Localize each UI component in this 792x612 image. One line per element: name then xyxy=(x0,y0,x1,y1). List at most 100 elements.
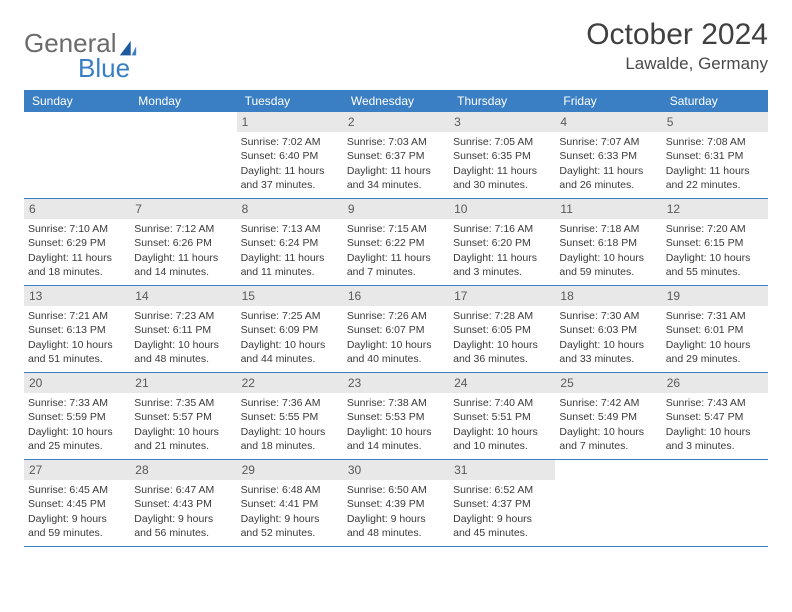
day-line: Daylight: 11 hours xyxy=(134,251,232,265)
day-body: Sunrise: 7:26 AMSunset: 6:07 PMDaylight:… xyxy=(347,309,445,366)
day-body: Sunrise: 7:08 AMSunset: 6:31 PMDaylight:… xyxy=(666,135,764,192)
day-line: Sunset: 6:29 PM xyxy=(28,236,126,250)
day-body: Sunrise: 7:02 AMSunset: 6:40 PMDaylight:… xyxy=(241,135,339,192)
day-cell: 8Sunrise: 7:13 AMSunset: 6:24 PMDaylight… xyxy=(237,199,343,285)
day-line: and 45 minutes. xyxy=(453,526,551,540)
day-line: Sunrise: 7:40 AM xyxy=(453,396,551,410)
day-line: Sunrise: 7:10 AM xyxy=(28,222,126,236)
day-line: Daylight: 11 hours xyxy=(241,251,339,265)
day-line: and 18 minutes. xyxy=(241,439,339,453)
day-line: Sunrise: 7:03 AM xyxy=(347,135,445,149)
day-line: Sunrise: 7:20 AM xyxy=(666,222,764,236)
day-line: Daylight: 11 hours xyxy=(347,251,445,265)
day-line: Sunset: 6:31 PM xyxy=(666,149,764,163)
day-number: 22 xyxy=(237,373,343,393)
day-cell: 7Sunrise: 7:12 AMSunset: 6:26 PMDaylight… xyxy=(130,199,236,285)
day-line: Sunset: 6:20 PM xyxy=(453,236,551,250)
day-number: 18 xyxy=(555,286,661,306)
day-number: 23 xyxy=(343,373,449,393)
day-body: Sunrise: 7:36 AMSunset: 5:55 PMDaylight:… xyxy=(241,396,339,453)
day-line: Sunrise: 7:16 AM xyxy=(453,222,551,236)
day-line: and 22 minutes. xyxy=(666,178,764,192)
day-number: 16 xyxy=(343,286,449,306)
day-line: Sunset: 6:24 PM xyxy=(241,236,339,250)
day-line: and 59 minutes. xyxy=(28,526,126,540)
day-line: Sunset: 6:26 PM xyxy=(134,236,232,250)
week-row: 20 Sunrise: 7:33 AMSunset: 5:59 PM Dayligh… xyxy=(24,373,768,460)
day-line: Daylight: 10 hours xyxy=(28,338,126,352)
day-line: Sunset: 5:53 PM xyxy=(347,410,445,424)
day-line: Sunrise: 6:48 AM xyxy=(241,483,339,497)
day-body: Sunrise: 7:43 AMSunset: 5:47 PMDaylight:… xyxy=(666,396,764,453)
day-line: Sunrise: 7:42 AM xyxy=(559,396,657,410)
weekday-mon: Monday xyxy=(130,90,236,112)
day-line: and 30 minutes. xyxy=(453,178,551,192)
day-cell: 26Sunrise: 7:43 AMSunset: 5:47 PMDayligh… xyxy=(662,373,768,459)
day-number: 7 xyxy=(130,199,236,219)
day-line: Daylight: 10 hours xyxy=(134,338,232,352)
day-body: Sunrise: 7:30 AMSunset: 6:03 PMDaylight:… xyxy=(559,309,657,366)
calendar: Sunday Monday Tuesday Wednesday Thursday… xyxy=(24,90,768,547)
day-number: 9 xyxy=(343,199,449,219)
day-line: Sunset: 5:49 PM xyxy=(559,410,657,424)
day-line: and 25 minutes. xyxy=(28,439,126,453)
day-line: and 33 minutes. xyxy=(559,352,657,366)
day-body: Sunrise: 7:16 AMSunset: 6:20 PMDaylight:… xyxy=(453,222,551,279)
weekday-header-row: Sunday Monday Tuesday Wednesday Thursday… xyxy=(24,90,768,112)
day-line: and 26 minutes. xyxy=(559,178,657,192)
day-line: and 55 minutes. xyxy=(666,265,764,279)
day-line: and 36 minutes. xyxy=(453,352,551,366)
day-line: and 51 minutes. xyxy=(28,352,126,366)
day-body: Sunrise: 7:20 AMSunset: 6:15 PMDaylight:… xyxy=(666,222,764,279)
day-line: and 10 minutes. xyxy=(453,439,551,453)
day-number: 20 xyxy=(24,373,130,393)
day-line: Daylight: 11 hours xyxy=(559,164,657,178)
weekday-fri: Friday xyxy=(555,90,661,112)
day-cell: 28Sunrise: 6:47 AMSunset: 4:43 PMDayligh… xyxy=(130,460,236,546)
day-line: Daylight: 10 hours xyxy=(559,425,657,439)
day-line: and 48 minutes. xyxy=(347,526,445,540)
day-line: Sunrise: 7:38 AM xyxy=(347,396,445,410)
week-row: 1Sunrise: 7:02 AMSunset: 6:40 PMDaylight… xyxy=(24,112,768,199)
day-line: Sunset: 4:37 PM xyxy=(453,497,551,511)
day-cell: 29 Sunrise: 6:48 AMSunset: 4:41 PMDayligh… xyxy=(237,460,343,546)
day-line: and 40 minutes. xyxy=(347,352,445,366)
day-line: Sunset: 5:59 PM xyxy=(28,410,126,424)
day-number: 24 xyxy=(449,373,555,393)
day-line: Sunrise: 6:47 AM xyxy=(134,483,232,497)
day-line: Sunrise: 6:50 AM xyxy=(347,483,445,497)
weekday-wed: Wednesday xyxy=(343,90,449,112)
day-number: 27 xyxy=(24,460,130,480)
day-cell: 17Sunrise: 7:28 AMSunset: 6:05 PMDayligh… xyxy=(449,286,555,372)
day-line: Daylight: 10 hours xyxy=(559,338,657,352)
day-line: Daylight: 9 hours xyxy=(134,512,232,526)
day-cell: 6Sunrise: 7:10 AMSunset: 6:29 PMDaylight… xyxy=(24,199,130,285)
day-cell xyxy=(24,112,130,198)
day-cell: 14Sunrise: 7:23 AMSunset: 6:11 PMDayligh… xyxy=(130,286,236,372)
day-line: Sunrise: 7:21 AM xyxy=(28,309,126,323)
day-line: Daylight: 10 hours xyxy=(347,425,445,439)
day-line: Sunset: 6:15 PM xyxy=(666,236,764,250)
day-line: Sunset: 6:35 PM xyxy=(453,149,551,163)
day-cell: 4Sunrise: 7:07 AMSunset: 6:33 PMDaylight… xyxy=(555,112,661,198)
day-line: Sunset: 6:40 PM xyxy=(241,149,339,163)
day-line: Sunrise: 7:36 AM xyxy=(241,396,339,410)
day-line: Sunrise: 7:15 AM xyxy=(347,222,445,236)
title-block: October 2024 Lawalde, Germany xyxy=(586,18,768,74)
day-line: and 3 minutes. xyxy=(666,439,764,453)
day-number: 3 xyxy=(449,112,555,132)
day-cell: 9Sunrise: 7:15 AMSunset: 6:22 PMDaylight… xyxy=(343,199,449,285)
day-line: Sunset: 5:47 PM xyxy=(666,410,764,424)
day-line: Sunrise: 7:33 AM xyxy=(28,396,126,410)
day-body: Sunrise: 6:48 AMSunset: 4:41 PMDaylight:… xyxy=(241,483,339,540)
week-row: 13Sunrise: 7:21 AMSunset: 6:13 PMDayligh… xyxy=(24,286,768,373)
day-number: 13 xyxy=(24,286,130,306)
day-line: Sunset: 5:55 PM xyxy=(241,410,339,424)
day-line: and 3 minutes. xyxy=(453,265,551,279)
day-number: 29 xyxy=(237,460,343,480)
day-cell: 25Sunrise: 7:42 AMSunset: 5:49 PMDayligh… xyxy=(555,373,661,459)
day-line: Daylight: 11 hours xyxy=(241,164,339,178)
day-cell xyxy=(130,112,236,198)
day-line: and 29 minutes. xyxy=(666,352,764,366)
day-cell xyxy=(662,460,768,546)
